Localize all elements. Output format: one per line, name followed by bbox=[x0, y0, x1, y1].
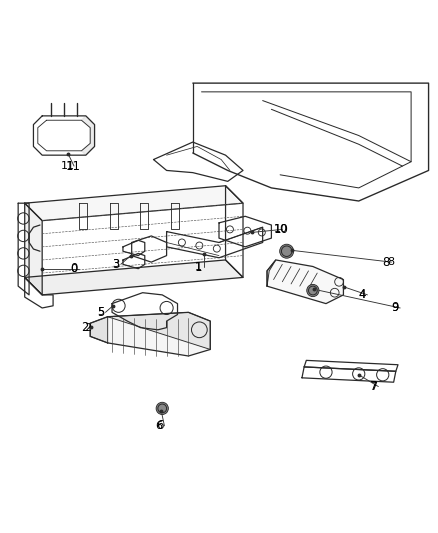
Polygon shape bbox=[25, 203, 42, 295]
Text: 1: 1 bbox=[195, 262, 202, 272]
Text: 6: 6 bbox=[155, 419, 163, 432]
Text: 6: 6 bbox=[155, 421, 162, 431]
Text: 9: 9 bbox=[392, 303, 399, 313]
Text: 0: 0 bbox=[71, 264, 78, 273]
Text: 2: 2 bbox=[84, 322, 91, 333]
Polygon shape bbox=[267, 260, 343, 304]
Text: 9: 9 bbox=[392, 302, 399, 314]
Text: 11: 11 bbox=[61, 161, 75, 171]
Text: 7: 7 bbox=[370, 382, 377, 392]
Text: 4: 4 bbox=[359, 290, 366, 300]
Polygon shape bbox=[90, 317, 108, 343]
Text: 0: 0 bbox=[71, 262, 78, 275]
Text: 4: 4 bbox=[359, 288, 366, 301]
Polygon shape bbox=[90, 312, 210, 356]
Text: 7: 7 bbox=[370, 380, 377, 393]
Text: 11: 11 bbox=[65, 159, 80, 173]
Polygon shape bbox=[81, 116, 95, 155]
Text: 5: 5 bbox=[97, 308, 104, 317]
Text: 10: 10 bbox=[274, 223, 289, 236]
Polygon shape bbox=[25, 185, 243, 221]
Text: 8: 8 bbox=[383, 256, 390, 269]
Polygon shape bbox=[108, 312, 210, 350]
Text: 8: 8 bbox=[387, 257, 394, 267]
Polygon shape bbox=[267, 260, 276, 286]
Text: 5: 5 bbox=[97, 306, 104, 319]
Text: 1: 1 bbox=[195, 261, 202, 274]
Circle shape bbox=[307, 285, 319, 297]
Text: 2: 2 bbox=[81, 321, 89, 334]
Text: 3: 3 bbox=[112, 260, 119, 269]
Circle shape bbox=[156, 402, 168, 415]
Text: 10: 10 bbox=[274, 224, 288, 235]
Polygon shape bbox=[25, 260, 243, 295]
Text: 3: 3 bbox=[112, 258, 120, 271]
Circle shape bbox=[280, 244, 293, 258]
